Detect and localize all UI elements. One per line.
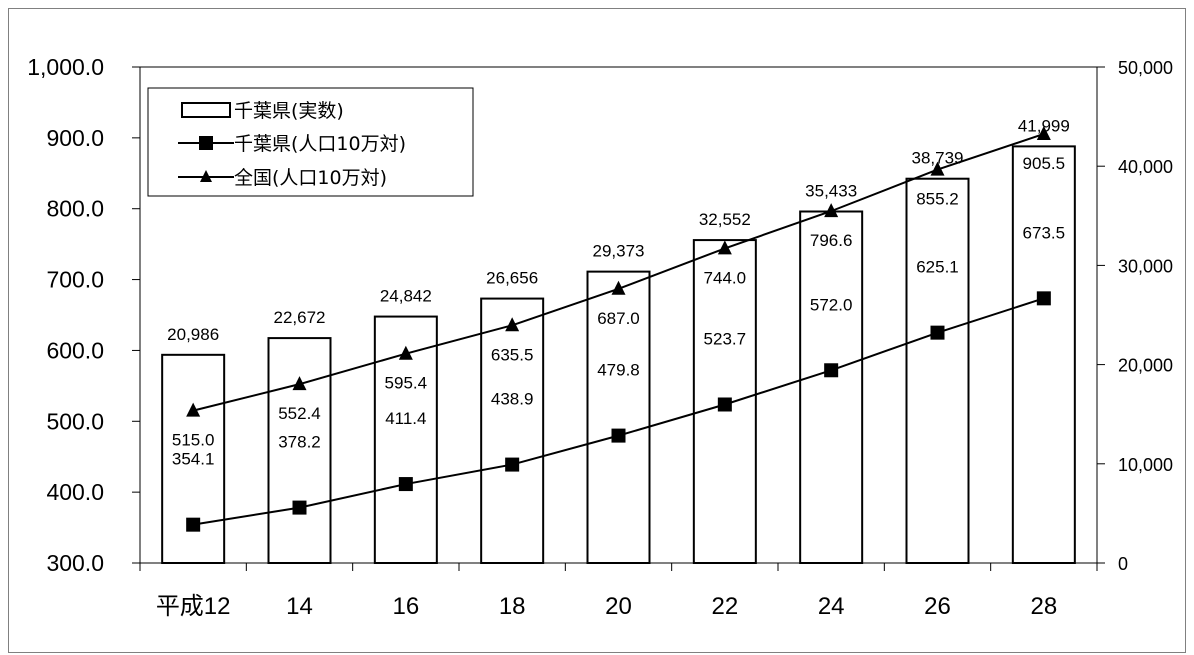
left-axis-tick-label: 400.0 <box>46 479 104 505</box>
chiba-rate-label: 673.5 <box>1023 223 1066 242</box>
chiba-rate-label: 572.0 <box>810 295 853 314</box>
square-marker <box>717 397 732 412</box>
bar-value-label: 41,999 <box>1018 116 1070 135</box>
bar <box>267 337 332 564</box>
right-axis-tick-label: 30,000 <box>1118 256 1173 276</box>
bar <box>1011 145 1076 564</box>
bar-value-label: 24,842 <box>380 287 432 306</box>
bar <box>799 210 864 564</box>
national-rate-label: 744.0 <box>704 268 747 287</box>
national-rate-label: 855.2 <box>916 190 959 209</box>
national-rate-label: 595.4 <box>385 374 428 393</box>
square-marker <box>824 363 839 378</box>
data-labels: 20,986 22,672 24,842 26,656 29,373 32,552 35,4… <box>167 116 1070 468</box>
legend-swatch-bar <box>181 102 231 118</box>
right-axis-tick-label: 40,000 <box>1118 157 1173 177</box>
left-axis-tick-label: 700.0 <box>46 267 104 293</box>
right-axis: 0 10,000 20,000 30,000 40,000 50,000 <box>1097 58 1173 574</box>
x-axis-tick-label: 24 <box>818 593 845 620</box>
left-axis-tick-label: 600.0 <box>46 337 104 363</box>
bar-value-label: 29,373 <box>593 242 645 261</box>
legend-triangle-marker <box>200 170 212 182</box>
bar-value-label: 38,739 <box>912 149 964 168</box>
bar-value-label: 32,552 <box>699 210 751 229</box>
national-rate-label: 515.0 <box>172 431 215 450</box>
bar-value-label: 20,986 <box>167 325 219 344</box>
chiba-rate-label: 378.2 <box>278 433 321 452</box>
bar-series <box>161 145 1076 565</box>
left-axis-tick-label: 1,000.0 <box>27 54 104 80</box>
right-axis-tick-label: 50,000 <box>1118 58 1173 78</box>
right-axis-tick-label: 0 <box>1118 554 1128 574</box>
x-axis-tick-label: 16 <box>392 593 419 620</box>
square-marker <box>1036 291 1051 306</box>
triangle-marker <box>505 317 520 332</box>
triangle-marker <box>1036 125 1051 140</box>
right-axis-tick-label: 20,000 <box>1118 356 1173 376</box>
square-marker <box>930 325 945 340</box>
triangle-marker <box>292 376 307 391</box>
x-axis-tick-label: 22 <box>711 593 738 620</box>
triangle-marker <box>611 280 626 295</box>
national-rate-label: 687.0 <box>597 309 640 328</box>
triangle-marker <box>717 240 732 255</box>
chiba-rate-label: 523.7 <box>704 329 747 348</box>
left-axis-tick-label: 800.0 <box>46 196 104 222</box>
legend: 千葉県(実数) 千葉県(人口10万対) 全国(人口10万対) <box>147 87 474 197</box>
bar <box>480 297 545 564</box>
square-marker <box>505 457 520 472</box>
square-marker <box>186 517 201 532</box>
square-marker <box>292 500 307 515</box>
left-axis-tick-label: 500.0 <box>46 408 104 434</box>
national-rate-label: 905.5 <box>1023 154 1066 173</box>
national-rate-label: 796.6 <box>810 231 853 250</box>
bar-value-label: 26,656 <box>486 269 538 288</box>
left-axis-tick-label: 300.0 <box>46 550 104 576</box>
chiba-rate-label: 411.4 <box>385 409 426 428</box>
bar-value-label: 22,672 <box>274 308 326 327</box>
bar <box>905 177 970 565</box>
chiba-rate-label: 479.8 <box>597 361 640 380</box>
square-marker <box>398 477 413 492</box>
national-rate-label: 552.4 <box>278 404 321 423</box>
triangle-marker <box>398 345 413 360</box>
legend-square-marker <box>199 136 213 150</box>
chiba-rate-label: 354.1 <box>172 450 215 469</box>
x-axis: 平成12 14 16 18 20 22 24 26 28 <box>139 563 1098 620</box>
triangle-marker <box>186 402 201 417</box>
x-axis-tick-label: 14 <box>286 593 313 620</box>
legend-label: 全国(人口10万対) <box>234 167 387 189</box>
chiba-rate-label: 438.9 <box>491 390 534 409</box>
bar <box>586 270 651 564</box>
x-axis-tick-label: 28 <box>1030 593 1057 620</box>
bar-value-label: 35,433 <box>805 182 857 201</box>
triangle-marker <box>930 161 945 176</box>
legend-label: 千葉県(実数) <box>234 100 344 122</box>
x-axis-tick-label: 平成12 <box>156 593 231 620</box>
line-series <box>186 125 1051 532</box>
chiba-rate-label: 625.1 <box>916 258 959 277</box>
right-axis-tick-label: 10,000 <box>1118 455 1173 475</box>
national-rate-label: 635.5 <box>491 345 534 364</box>
triangle-marker <box>824 203 839 218</box>
legend-label: 千葉県(人口10万対) <box>234 133 406 155</box>
square-marker <box>611 428 626 443</box>
x-axis-tick-label: 20 <box>605 593 632 620</box>
x-axis-tick-label: 26 <box>924 593 951 620</box>
x-axis-tick-label: 18 <box>499 593 526 620</box>
left-axis-tick-label: 900.0 <box>46 125 104 151</box>
